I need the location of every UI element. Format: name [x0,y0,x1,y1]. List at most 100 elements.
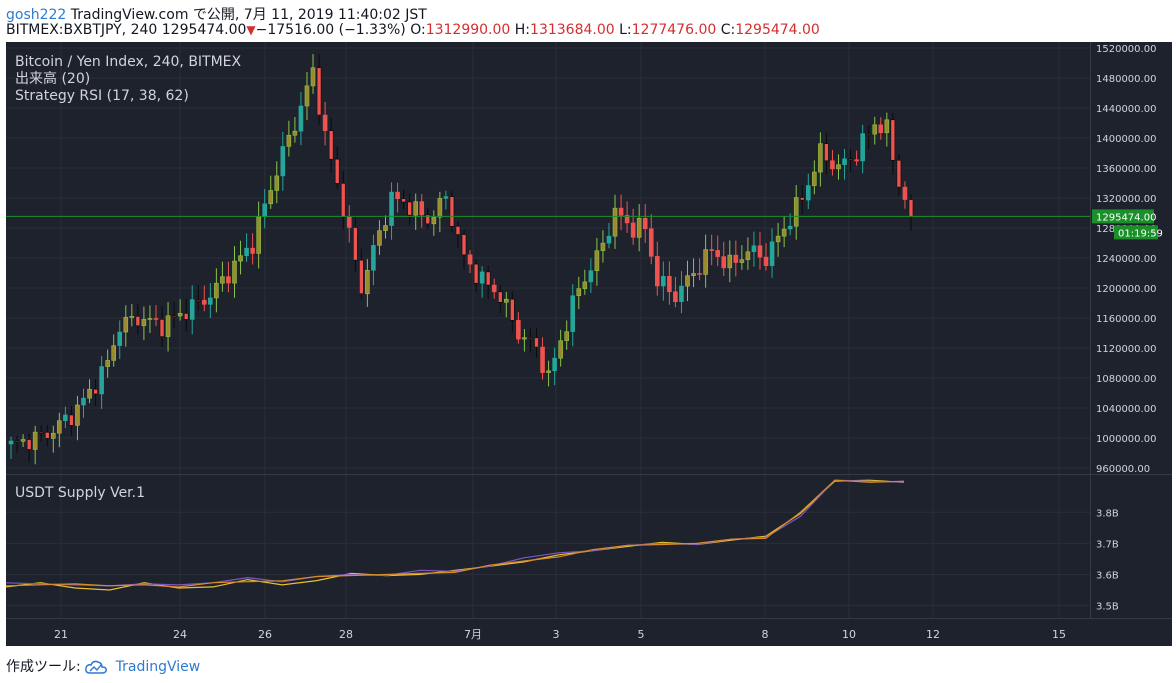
symbol-label: BITMEX:BXBTJPY, 240 [6,22,158,38]
candle-body [328,130,334,160]
footer-brand-link[interactable]: TradingView [115,659,201,675]
y-tick-label: 1440000.00 [1096,104,1156,115]
x-tick-label: 28 [339,628,353,641]
y-tick-label: 1360000.00 [1096,164,1156,175]
candle-body [836,164,841,170]
candle-body [50,432,56,439]
candle-body [75,404,80,426]
candle-body [437,198,443,218]
candle-body [685,275,690,287]
candle-body [546,370,551,373]
candle-body [727,254,733,269]
candle-body [709,249,714,251]
candle-body [673,291,678,302]
candle-body [775,235,781,243]
candle-body [431,216,437,225]
candle-body [177,313,183,317]
candle-body [908,199,914,217]
chart-background [6,42,1172,646]
y-tick-label: 1200000.00 [1096,284,1156,295]
candle-body [32,431,38,450]
legend-main-series[interactable]: Bitcoin / Yen Index, 240, BITMEX [15,54,242,70]
candle-body [286,134,292,147]
candle-body [226,276,231,284]
candle-body [334,158,340,184]
candle-body [648,228,654,257]
footer: 作成ツール: TradingView [6,656,200,676]
candle-body [540,346,545,373]
candle-body [14,440,20,443]
candle-body [769,241,775,266]
candle-body [123,316,129,333]
candle-body [787,225,793,230]
low-label: L: [619,22,632,38]
candle-body [884,119,890,134]
candle-body [878,124,884,134]
candle-body [340,183,346,218]
candle-body [636,218,642,238]
x-tick-label: 12 [926,628,940,641]
candle-body [26,439,32,450]
candle-body [503,298,509,303]
candle-body [558,340,563,359]
countdown-badge: 01:19:59 [1118,228,1163,239]
x-tick-label: 8 [762,628,769,641]
candle-body [93,388,98,395]
legend-volume[interactable]: 出来高 (20) [15,71,91,87]
y-tick-label: 1160000.00 [1096,314,1156,325]
candle-body [365,269,370,295]
x-tick-label: 26 [258,628,272,641]
candle-body [854,159,859,162]
legend-strategy[interactable]: Strategy RSI (17, 38, 62) [15,88,189,104]
candle-body [534,337,539,348]
candle-body [38,431,44,434]
candle-body [642,218,648,230]
candle-body [389,191,394,226]
candle-body [721,256,727,269]
chart-area[interactable]: 21 24 26 28 7月 3 5 8 10 12 15 960000.00 1000000.00 10… [6,42,1172,646]
candle-body [280,146,286,177]
y-tick-label: 1520000.00 [1096,44,1156,55]
candle-body [99,366,104,395]
candle-body [799,197,805,201]
candle-body [757,245,763,258]
candle-body [582,281,588,289]
low-value: 1277476.00 [631,22,717,38]
header-line-1: gosh222 TradingView.com で公開, 7月 11, 2019… [6,4,427,24]
price-badge: 1295474.00 [1096,212,1156,223]
candle-body [497,291,503,303]
candle-body [588,270,594,283]
candle-body [352,227,358,261]
open-value: 1312990.00 [425,22,511,38]
candle-body [522,337,527,340]
candle-body [274,175,280,191]
candle-body [407,201,412,216]
candle-body [576,288,582,297]
high-value: 1313684.00 [530,22,615,38]
candle-body [491,284,497,293]
candle-body [63,414,68,421]
candle-body [256,216,261,254]
candle-body [745,251,751,260]
sub-y-tick-label: 3.5B [1096,602,1119,613]
candle-body [159,319,165,337]
x-tick-label: 10 [842,628,856,641]
author-link[interactable]: gosh222 [6,7,67,23]
candle-body [866,133,872,135]
candle-body [8,440,14,445]
candle-body [419,201,425,216]
y-tick-label: 960000.00 [1096,464,1150,475]
candle-body [310,67,316,87]
x-tick-label: 3 [553,628,560,641]
candle-body [117,331,123,346]
candle-body [473,263,479,284]
legend-usdt-supply[interactable]: USDT Supply Ver.1 [15,485,146,501]
candle-body [624,215,630,224]
candle-body [105,360,110,367]
last-price: 1295474.00 [161,22,247,38]
chart-svg[interactable]: 21 24 26 28 7月 3 5 8 10 12 15 960000.00 1000000.00 10… [6,42,1172,646]
candle-body [202,299,207,305]
tradingview-cloud-icon[interactable] [85,660,108,674]
candle-body [220,276,225,284]
candle-body [600,242,606,251]
